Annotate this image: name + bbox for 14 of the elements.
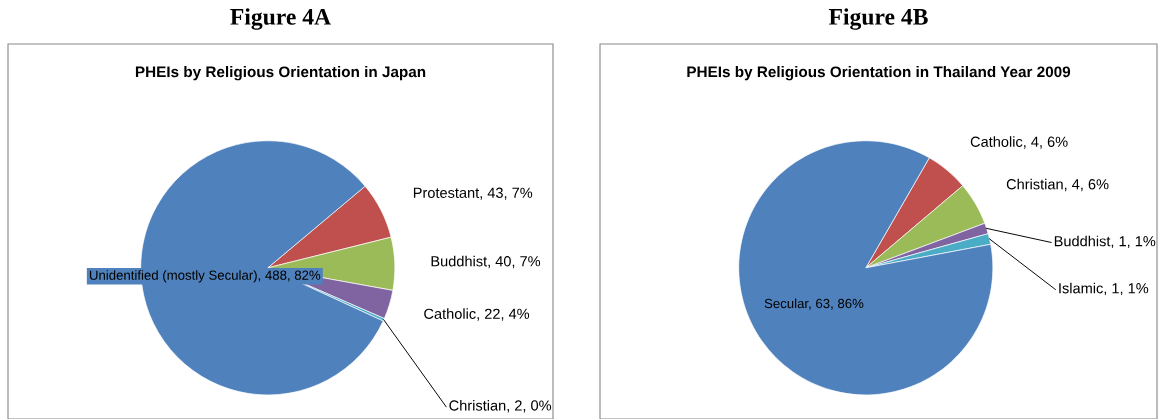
- chart-title: PHEIs by Religious Orientation in Thailand Year 2009: [687, 66, 1071, 81]
- slice-label: Protestant, 43, 7%: [413, 187, 533, 200]
- slice-label: Unidentified (mostly Secular), 488, 82%: [89, 270, 321, 283]
- slice-label: Buddhist, 1, 1%: [1054, 235, 1156, 249]
- slice-label: Secular, 63, 86%: [764, 298, 864, 310]
- slice-label: Christian, 2, 0%: [449, 399, 552, 413]
- chart-title: PHEIs by Religious Orientation in Japan: [135, 66, 426, 81]
- caption: Figure 4B: [828, 8, 928, 30]
- caption: Figure 4A: [230, 8, 331, 30]
- slice-label: Catholic, 22, 4%: [424, 308, 530, 321]
- slice-label: Catholic, 4, 6%: [970, 136, 1068, 149]
- slice-label: Buddhist, 40, 7%: [431, 255, 541, 269]
- slice-label: Islamic, 1, 1%: [1059, 282, 1149, 296]
- slice-label: Christian, 4, 6%: [1006, 178, 1109, 192]
